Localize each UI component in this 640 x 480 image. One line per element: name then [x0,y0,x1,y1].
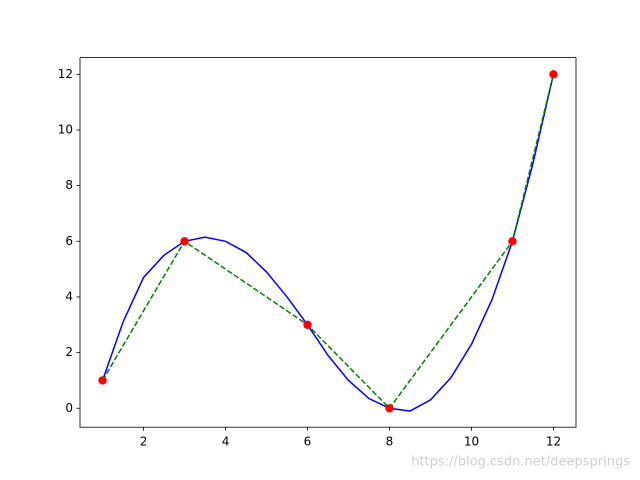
point [549,70,558,79]
y-tick-label: 4 [65,289,73,303]
y-tick-label: 0 [65,401,73,415]
point [385,404,394,413]
axes-frame [79,57,577,428]
point [508,237,517,246]
dashed-line [101,74,555,410]
y-tick-label: 10 [58,122,73,136]
point [180,237,189,246]
y-tick-label: 12 [58,67,73,81]
x-tick-label: 2 [140,435,148,449]
x-tick-label: 6 [304,435,312,449]
x-tick-label: 10 [464,435,479,449]
x-tick-label: 12 [546,435,561,449]
watermark: https://blog.csdn.net/deepsprings [411,455,630,470]
point [98,376,107,385]
y-tick-label: 2 [65,345,73,359]
x-tick-label: 8 [386,435,394,449]
point [303,320,312,329]
curve [101,74,555,412]
x-tick-label: 4 [222,435,230,449]
y-tick-label: 6 [65,234,73,248]
y-tick-label: 8 [65,178,73,192]
